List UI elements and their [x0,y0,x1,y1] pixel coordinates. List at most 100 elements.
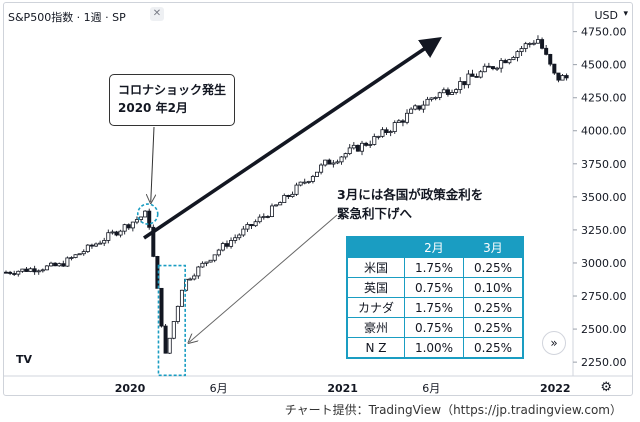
down-candle [552,63,557,74]
up-candle [392,122,397,132]
country-cell: カナダ [346,297,405,318]
down-candle [89,244,94,247]
up-candle [130,221,135,229]
up-candle [429,97,434,100]
country-cell: 米国 [346,257,405,278]
candlestick-chart[interactable]: 4750.00 4500.00 4250.00 4000.00 3750.00 3500.… [4,3,633,396]
down-candle [114,231,119,236]
candles [4,35,569,354]
up-candle [376,135,381,138]
x-tick-label: 6月 [210,382,228,395]
callout-pointer [151,126,154,202]
down-candle [474,76,479,78]
up-candle [535,39,540,44]
table-row: 米国 1.75% 0.25% [346,257,524,278]
up-candle [69,257,74,259]
close-icon[interactable]: ✕ [150,7,164,21]
up-candle [118,230,123,236]
up-candle [437,92,442,98]
up-candle [523,43,528,49]
y-tick-label: 3250.00 [581,224,627,237]
tradingview-logo[interactable]: TV [16,353,33,366]
up-candle [405,112,410,123]
up-candle [204,261,209,264]
up-candle [339,156,344,163]
rate-cell: 0.25% [463,297,524,318]
rate-cell: 0.25% [463,317,524,338]
up-candle [319,164,324,173]
country-cell: 豪州 [346,317,405,338]
up-candle [298,181,303,186]
y-tick-label: 3500.00 [581,191,627,204]
up-candle [274,204,279,207]
down-candle [8,271,13,274]
up-candle [282,195,287,203]
up-candle [65,257,70,267]
up-candle [237,234,242,239]
down-candle [249,224,254,227]
up-candle [507,59,512,64]
up-candle [499,60,504,69]
up-candle [94,243,99,247]
x-tick-label: 6月 [422,382,440,395]
down-candle [24,268,29,272]
up-candle [241,228,246,236]
table-header-cell: 2月 [404,236,464,258]
up-candle [143,210,148,218]
y-tick-label: 2250.00 [581,356,627,369]
up-candle [175,305,180,322]
note-line-2: 緊急利下げへ [337,206,413,221]
gear-icon[interactable]: ⚙ [600,380,612,395]
up-candle [519,48,524,53]
down-candle [12,273,17,275]
rate-cell: 0.25% [463,337,524,359]
up-candle [171,321,176,339]
table-row: N Z 1.00% 0.25% [346,337,524,359]
up-candle [257,216,262,223]
note-line-1: 3月には各国が政策金利を [337,187,484,202]
down-candle [544,47,549,55]
up-candle [560,75,565,81]
x-axis[interactable]: 2020 6月 2021 6月 2022 [4,375,633,395]
up-candle [421,104,426,110]
up-candle [245,224,250,230]
y-axis[interactable]: 4750.00 4500.00 4250.00 4000.00 3750.00 3500.… [572,3,627,376]
up-candle [511,57,516,61]
up-candle [220,243,225,251]
up-candle [20,268,25,272]
up-candle [454,89,459,93]
annotations [136,36,442,377]
down-candle [224,243,229,247]
x-tick-label: 2022 [540,382,571,395]
down-candle [327,159,332,165]
up-candle [310,176,315,182]
down-candle [462,81,467,86]
up-candle [323,159,328,166]
up-candle [360,142,365,152]
down-candle [400,120,405,123]
table-header-cell [346,236,405,258]
y-tick-label: 3000.00 [581,257,627,270]
chart-credit: チャート提供：TradingView（https://jp.tradingvie… [284,403,622,417]
up-candle [28,268,33,272]
up-candle [73,254,78,258]
currency-label[interactable]: USD [594,9,618,22]
chevron-down-icon[interactable]: ▾ [623,9,628,19]
up-candle [110,231,115,234]
y-tick-label: 2500.00 [581,323,627,336]
up-candle [335,161,340,164]
up-candle [425,98,430,106]
chart-title: S&P500指数 · 1週 · SP [8,11,126,24]
uptrend-arrow [142,36,442,240]
rate-cell: 1.75% [404,257,464,278]
x-tick-label: 2021 [327,382,358,395]
up-candle [331,162,336,165]
y-tick-label: 4750.00 [581,26,627,39]
policy-rate-table: 2月 3月 米国 1.75% 0.25% 英国 0.75% 0.10% カナダ … [346,236,524,359]
up-candle [200,262,205,268]
scroll-to-latest-button[interactable]: » [542,331,566,355]
down-candle [503,60,508,64]
up-candle [98,242,103,245]
up-candle [85,244,90,252]
y-tick-label: 4250.00 [581,92,627,105]
